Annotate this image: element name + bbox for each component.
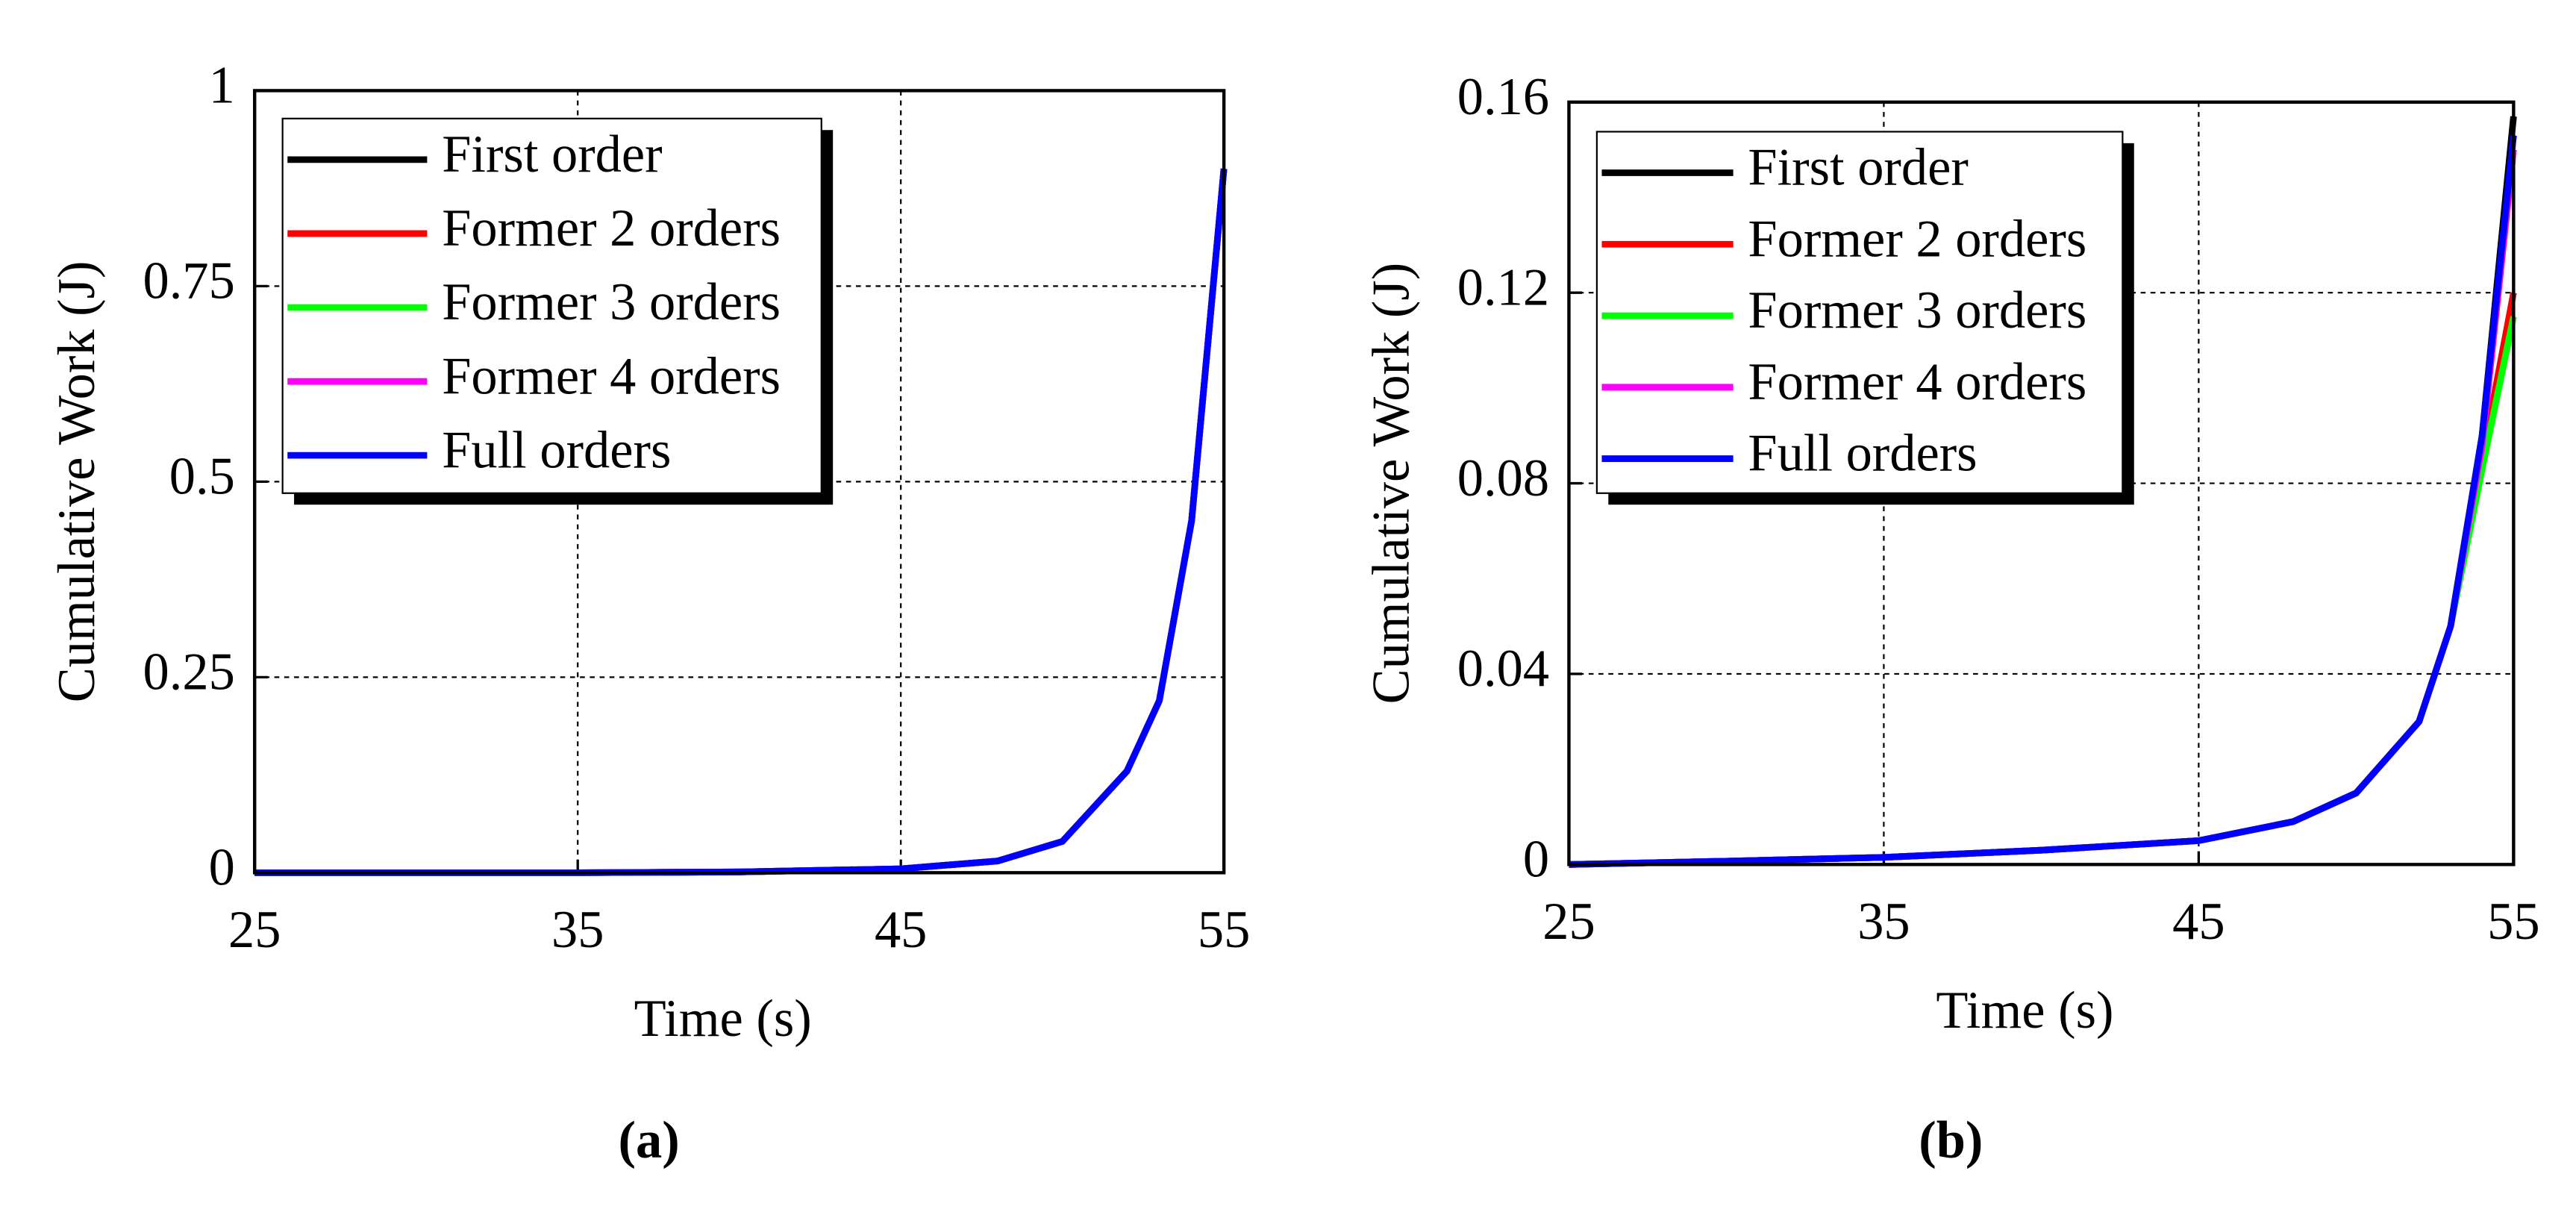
x-axis-label: Time (s): [634, 990, 812, 1048]
y-tick-label: 0.04: [1457, 640, 1549, 698]
x-tick-label: 35: [1857, 893, 1910, 951]
x-axis-label: Time (s): [1936, 981, 2113, 1040]
y-tick-label: 0: [209, 839, 235, 897]
caption: (a): [619, 1111, 680, 1169]
legend-label: Full orders: [442, 421, 671, 479]
chart: 25 35 45 55 0 0.04 0.08 0.12 0.16 First order Form…: [1362, 68, 2539, 1169]
legend-label: Former 4 orders: [1748, 353, 2086, 411]
y-tick-label: 1: [209, 57, 235, 115]
legend-label: Full orders: [1748, 425, 1977, 483]
legend-label: Former 2 orders: [442, 199, 781, 257]
y-tick-label: 0.75: [143, 252, 235, 310]
chart: 25 35 45 55 0 0.25 0.5 0.75 1 First order Former 2…: [48, 57, 1250, 1169]
y-tick-label: 0.25: [143, 643, 235, 702]
legend-label: Former 3 orders: [442, 273, 781, 331]
legend-label: Former 3 orders: [1748, 281, 2086, 340]
y-tick-label: 0.12: [1457, 258, 1549, 316]
legend-label: Former 4 orders: [442, 347, 781, 405]
x-tick-label: 35: [551, 901, 604, 959]
plot-frame: [1567, 100, 2516, 866]
y-tick-label: 0: [1523, 831, 1549, 889]
y-tick-label: 0.5: [169, 448, 235, 506]
caption: (b): [1919, 1111, 1983, 1169]
x-tick-label: 25: [228, 901, 281, 959]
legend-label: Former 2 orders: [1748, 210, 2086, 268]
plot-frame: [253, 89, 1226, 875]
x-tick-label: 45: [875, 901, 927, 959]
y-tick-label: 0.08: [1457, 449, 1549, 508]
x-tick-label: 55: [1198, 901, 1250, 959]
x-tick-label: 45: [2172, 893, 2225, 951]
x-tick-label: 25: [1542, 893, 1595, 951]
y-tick-label: 0.16: [1457, 68, 1549, 126]
data-line: [1569, 135, 2517, 868]
legend-label: First order: [1748, 139, 1968, 197]
y-axis-label: Cumulative Work (J): [48, 261, 106, 703]
legend-label: First order: [442, 125, 662, 184]
y-axis-label: Cumulative Work (J): [1362, 263, 1420, 705]
x-tick-label: 55: [2487, 893, 2539, 951]
